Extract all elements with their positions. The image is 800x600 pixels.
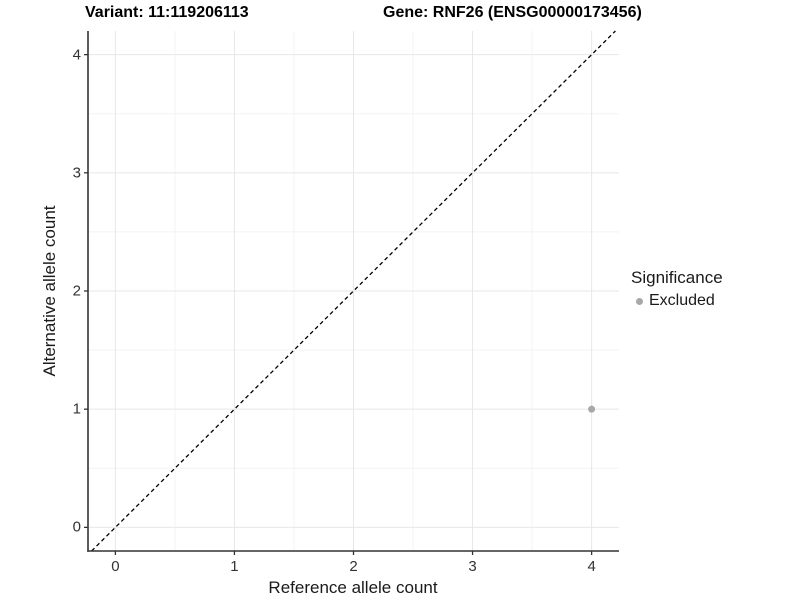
y-tick-label: 4 (72, 46, 81, 64)
legend-title: Significance (631, 268, 723, 287)
legend: Significance Excluded (631, 268, 723, 310)
plot-title-variant: Variant: 11:119206113 (85, 4, 249, 21)
y-tick-label: 0 (72, 518, 81, 536)
y-tick-label: 1 (72, 400, 81, 418)
data-point (588, 405, 596, 413)
x-tick-label: 1 (230, 558, 239, 575)
legend-entry-excluded: Excluded (631, 292, 723, 310)
legend-entry-label: Excluded (649, 292, 715, 309)
y-axis-title: Alternative allele count (40, 205, 59, 377)
legend-point-icon (636, 297, 643, 305)
x-tick-label: 3 (468, 558, 477, 575)
plot-title-gene: Gene: RNF26 (ENSG00000173456) (383, 4, 642, 21)
y-tick-label: 3 (72, 164, 81, 182)
x-axis-title: Reference allele count (268, 578, 438, 597)
x-tick-label: 2 (349, 558, 358, 575)
x-tick-label: 4 (587, 558, 596, 575)
y-tick-label: 2 (72, 282, 81, 300)
x-tick-label: 0 (111, 558, 120, 575)
